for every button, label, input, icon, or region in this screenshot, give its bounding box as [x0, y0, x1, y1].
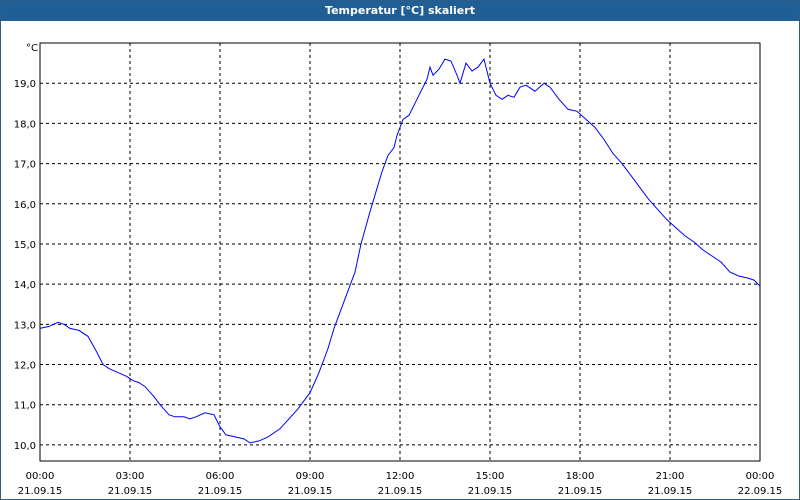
y-tick-label: 10,0 — [14, 441, 36, 452]
x-tick-date: 21.09.15 — [648, 486, 693, 497]
x-tick-time: 15:00 — [476, 471, 505, 482]
y-tick-label: 18,0 — [14, 119, 36, 130]
y-axis: 10,0 11,0 12,0 13,0 14,0 15,0 16,0 17,0 18,0 19,0 — [14, 79, 36, 452]
x-tick-time: 06:00 — [206, 471, 235, 482]
y-axis-unit: °C — [26, 43, 38, 54]
x-tick-time: 09:00 — [296, 471, 325, 482]
x-tick-date: 21.09.15 — [468, 486, 513, 497]
x-tick-date: 21.09.15 — [18, 486, 63, 497]
x-tick-time: 12:00 — [386, 471, 415, 482]
y-tick-label: 11,0 — [14, 401, 36, 412]
y-tick-label: 17,0 — [14, 160, 36, 171]
series-group — [39, 57, 761, 444]
chart-title: Temperatur [°C] skaliert — [1, 1, 799, 21]
grid — [40, 43, 760, 461]
x-tick-time: 00:00 — [26, 471, 55, 482]
x-tick-time: 21:00 — [656, 471, 685, 482]
x-tick-date: 22.09.15 — [738, 486, 783, 497]
y-tick-label: 12,0 — [14, 361, 36, 372]
y-tick-label: 15,0 — [14, 240, 36, 251]
x-tick-date: 21.09.15 — [558, 486, 603, 497]
x-tick-date: 21.09.15 — [288, 486, 333, 497]
y-tick-label: 16,0 — [14, 200, 36, 211]
x-tick-date: 21.09.15 — [108, 486, 153, 497]
series-line-0 — [39, 57, 761, 444]
x-tick-time: 03:00 — [116, 471, 145, 482]
x-tick-date: 21.09.15 — [198, 486, 243, 497]
x-tick-time: 18:00 — [566, 471, 595, 482]
x-tick-date: 21.09.15 — [378, 486, 423, 497]
x-axis: 00:00 21.09.15 03:00 21.09.15 06:00 21.09.15 0… — [18, 471, 783, 497]
x-tick-time: 00:00 — [746, 471, 775, 482]
y-tick-label: 13,0 — [14, 320, 36, 331]
y-tick-label: 19,0 — [14, 79, 36, 90]
y-tick-label: 14,0 — [14, 280, 36, 291]
